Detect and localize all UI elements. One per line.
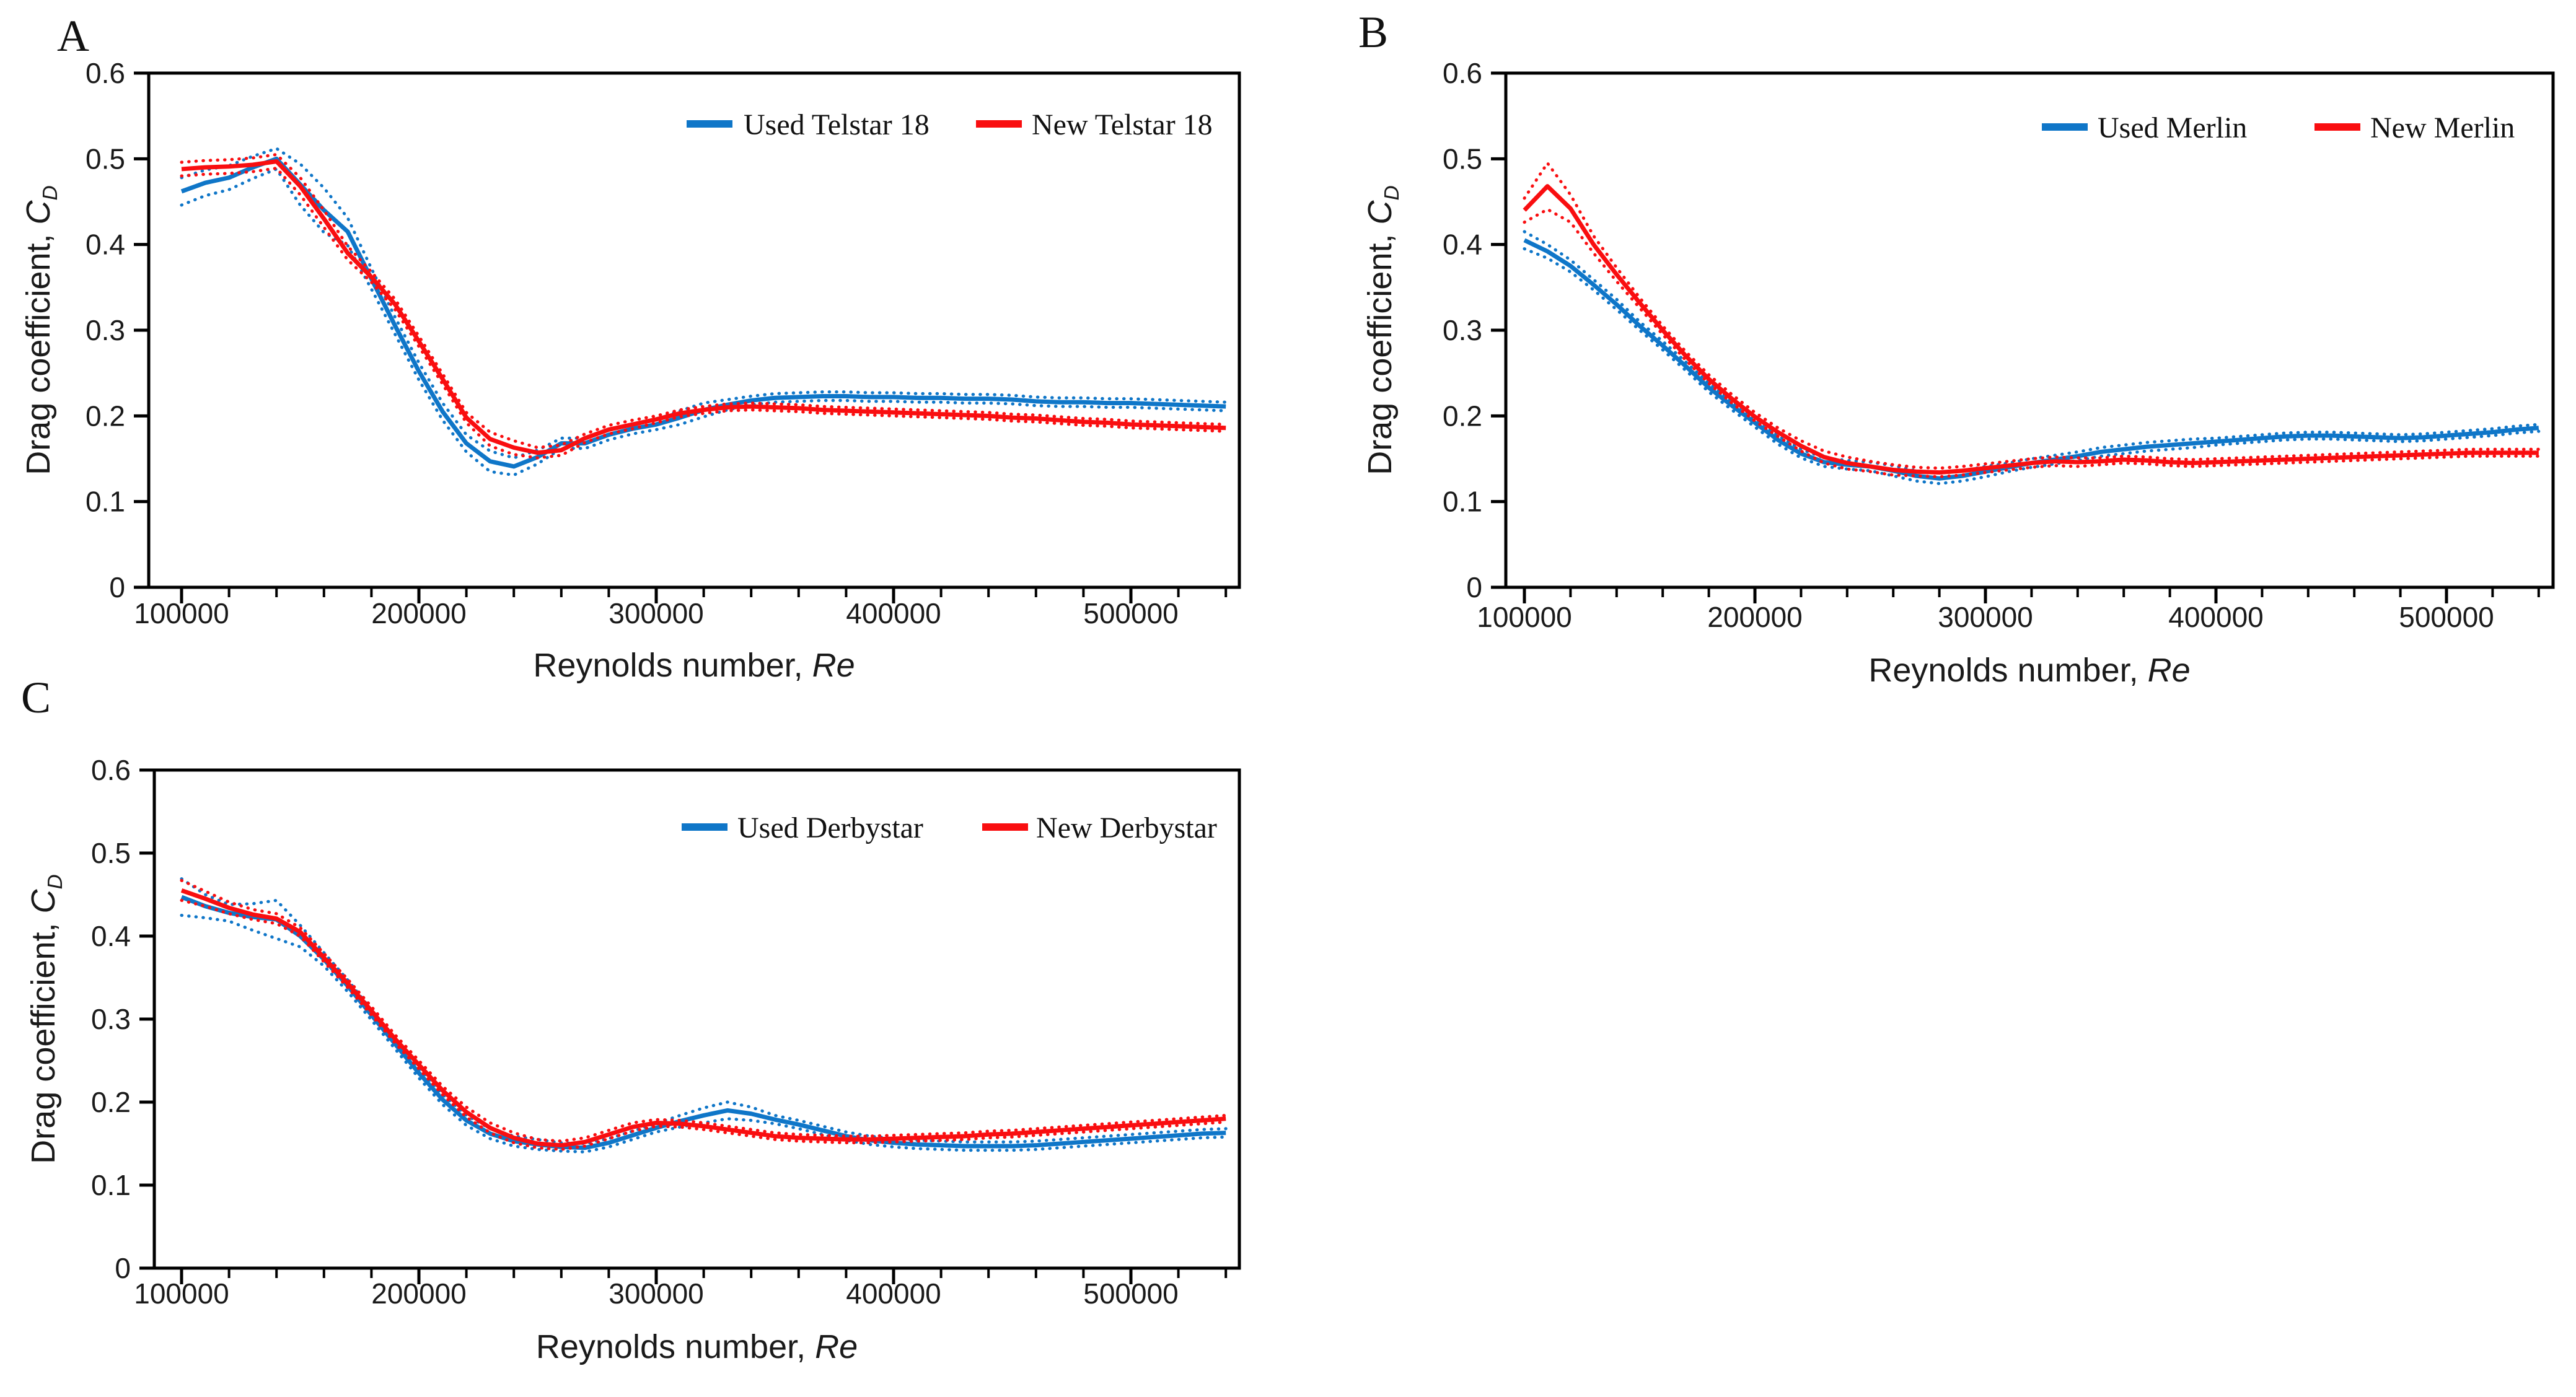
x-tick-label: 300000: [609, 597, 704, 629]
y-tick-label: 0: [1466, 571, 1482, 603]
used-series-upper-dotted-line: [1523, 230, 2541, 475]
x-tick-label: 200000: [371, 597, 467, 629]
y-tick-label: 0.1: [1443, 486, 1482, 518]
y-tick-label: 0.2: [91, 1086, 131, 1118]
y-tick-label: 0.3: [91, 1003, 131, 1035]
y-tick-label: 0.3: [86, 314, 125, 346]
y-tick-label: 0.1: [91, 1169, 131, 1201]
used-series-lower-dotted-line: [1523, 247, 2541, 486]
y-tick-label: 0.1: [86, 486, 125, 518]
new-series-solid-line: [181, 159, 1226, 455]
used-series-upper-dotted-line: [180, 146, 1228, 460]
y-tick-label: 0.5: [1443, 142, 1482, 175]
new-series-lower-dotted-line: [180, 166, 1228, 460]
y-tick-label: 0: [115, 1252, 131, 1284]
new-series-solid-line: [180, 888, 1226, 1148]
x-tick-label: 500000: [1083, 597, 1179, 629]
x-tick-label: 300000: [1938, 601, 2033, 633]
y-tick-label: 0.4: [86, 229, 125, 261]
x-tick-label: 500000: [2399, 601, 2494, 633]
y-tick-label: 0.5: [91, 837, 131, 869]
y-tick-label: 0.4: [91, 920, 131, 952]
x-tick-label: 500000: [1083, 1277, 1179, 1310]
x-tick-label: 400000: [846, 1277, 941, 1310]
y-tick-label: 0.5: [86, 142, 125, 175]
x-tick-label: 400000: [846, 597, 941, 629]
y-tick-label: 0.6: [91, 754, 131, 786]
y-tick-label: 0.6: [86, 57, 125, 89]
new-series-upper-dotted-line: [180, 878, 1228, 1143]
x-tick-label: 200000: [1707, 601, 1803, 633]
used-series-solid-line: [1523, 238, 2539, 481]
used-series-upper-dotted-line: [180, 877, 1228, 1145]
x-tick-label: 100000: [1477, 601, 1572, 633]
new-series-lower-dotted-line: [1523, 208, 2541, 479]
plot-border: [147, 71, 1241, 589]
used-series-solid-line: [180, 895, 1226, 1150]
x-axis-title: Reynolds number, Re: [1868, 652, 2190, 689]
panel-letter-a: A: [57, 11, 89, 61]
used-series-lower-dotted-line: [180, 167, 1228, 477]
new-series-upper-dotted-line: [180, 152, 1228, 450]
x-tick-label: 200000: [371, 1277, 467, 1310]
panel-letter-b: B: [1358, 7, 1389, 57]
legend-label: New Telstar 18: [1032, 108, 1213, 141]
y-tick-label: 0.3: [1443, 314, 1482, 346]
panel-letter-c: C: [21, 673, 51, 722]
x-axis-title: Reynolds number, Re: [536, 1328, 858, 1365]
x-tick-label: 300000: [609, 1277, 704, 1310]
y-tick-label: 0.2: [1443, 400, 1482, 432]
new-series-lower-dotted-line: [180, 898, 1228, 1151]
x-tick-label: 100000: [134, 1277, 229, 1310]
new-series-solid-line: [1523, 184, 2539, 475]
legend-label: Used Merlin: [2098, 112, 2247, 144]
y-tick-label: 0: [109, 571, 125, 603]
legend-label: Used Telstar 18: [744, 108, 930, 141]
legend-label: New Derbystar: [1036, 812, 1217, 844]
y-axis-title: Drag coefficient, CD: [25, 874, 67, 1163]
legend-label: Used Derbystar: [737, 812, 923, 844]
y-axis-title: Drag coefficient, CD: [1361, 185, 1404, 475]
chart-panel-b: 0 0.1 0.2 0.3 0.4 0.5 0.6 100000 200000 300000 400…: [1361, 57, 2555, 689]
used-series-lower-dotted-line: [180, 914, 1228, 1154]
x-tick-label: 400000: [2168, 601, 2264, 633]
chart-panel-a: 0 0.1 0.2 0.3 0.4 0.5 0.6 100000 200000 300000 400…: [20, 57, 1241, 684]
x-axis-title: Reynolds number, Re: [533, 647, 855, 684]
x-tick-label: 100000: [134, 597, 229, 629]
new-series-upper-dotted-line: [1523, 160, 2541, 470]
y-tick-label: 0.6: [1443, 57, 1482, 89]
plot-border: [152, 768, 1241, 1270]
chart-panel-c: 0 0.1 0.2 0.3 0.4 0.5 0.6 100000 200000 300000 400…: [25, 754, 1241, 1365]
legend-label: New Merlin: [2370, 112, 2515, 144]
y-axis-title: Drag coefficient, CD: [20, 185, 62, 475]
y-tick-label: 0.4: [1443, 229, 1482, 261]
y-tick-label: 0.2: [86, 400, 125, 432]
